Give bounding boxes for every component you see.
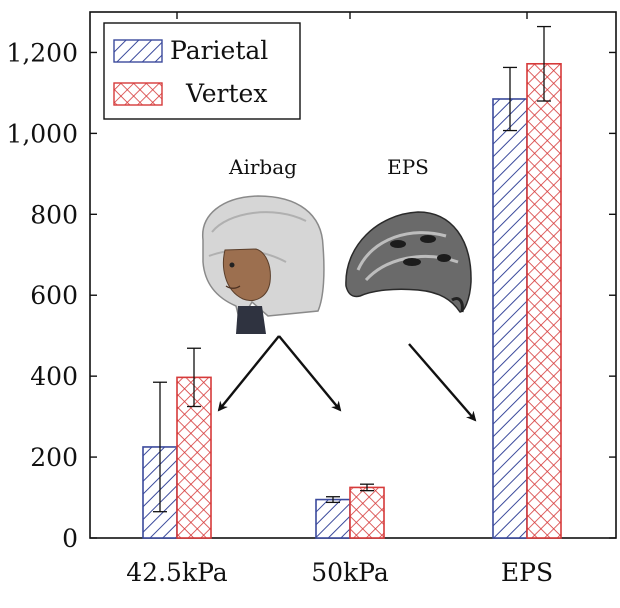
y-tick-label: 400 — [30, 362, 78, 391]
y-tick-label: 1,200 — [6, 38, 78, 67]
bar-vertex — [349, 486, 385, 539]
eps-label: EPS — [387, 155, 429, 179]
y-tick-label: 1,000 — [6, 119, 78, 148]
legend-label-vertex: Vertex — [185, 79, 267, 108]
airbag-annotation: Airbag — [202, 155, 342, 412]
legend-swatch-parietal — [113, 39, 163, 63]
airbag-helmet-icon — [202, 195, 325, 334]
legend-label-parietal: Parietal — [170, 36, 268, 65]
x-tick-label: 50kPa — [311, 558, 389, 587]
airbag-arrow-right — [278, 335, 342, 412]
airbag-label: Airbag — [228, 155, 297, 179]
bar-parietal — [492, 98, 528, 539]
eps-arrow — [408, 343, 477, 422]
x-tick-label: 42.5kPa — [126, 558, 228, 587]
bar-parietal — [315, 498, 351, 539]
legend-swatch-vertex — [113, 82, 163, 106]
x-axis: 42.5kPa 50kPa EPS — [126, 12, 553, 587]
airbag-arrow-left — [217, 335, 280, 412]
eps-annotation: EPS — [345, 155, 477, 422]
y-tick-label: 200 — [30, 443, 78, 472]
bar-vertex — [526, 62, 562, 539]
y-tick-label: 600 — [30, 281, 78, 310]
y-tick-label: 0 — [62, 524, 78, 553]
bars — [142, 25, 562, 539]
y-tick-label: 800 — [30, 200, 78, 229]
legend: Parietal Vertex — [103, 22, 301, 120]
eps-helmet-icon — [345, 211, 472, 313]
x-tick-label: EPS — [501, 558, 553, 587]
y-axis: 0 200 400 600 800 1,000 1,200 — [6, 38, 616, 553]
